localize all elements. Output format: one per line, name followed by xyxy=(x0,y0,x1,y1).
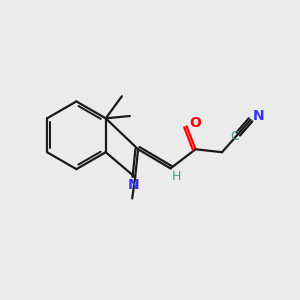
Text: C: C xyxy=(230,130,239,143)
Text: O: O xyxy=(189,116,201,130)
Text: H: H xyxy=(172,170,181,183)
Text: N: N xyxy=(252,109,264,123)
Text: N: N xyxy=(128,178,140,193)
